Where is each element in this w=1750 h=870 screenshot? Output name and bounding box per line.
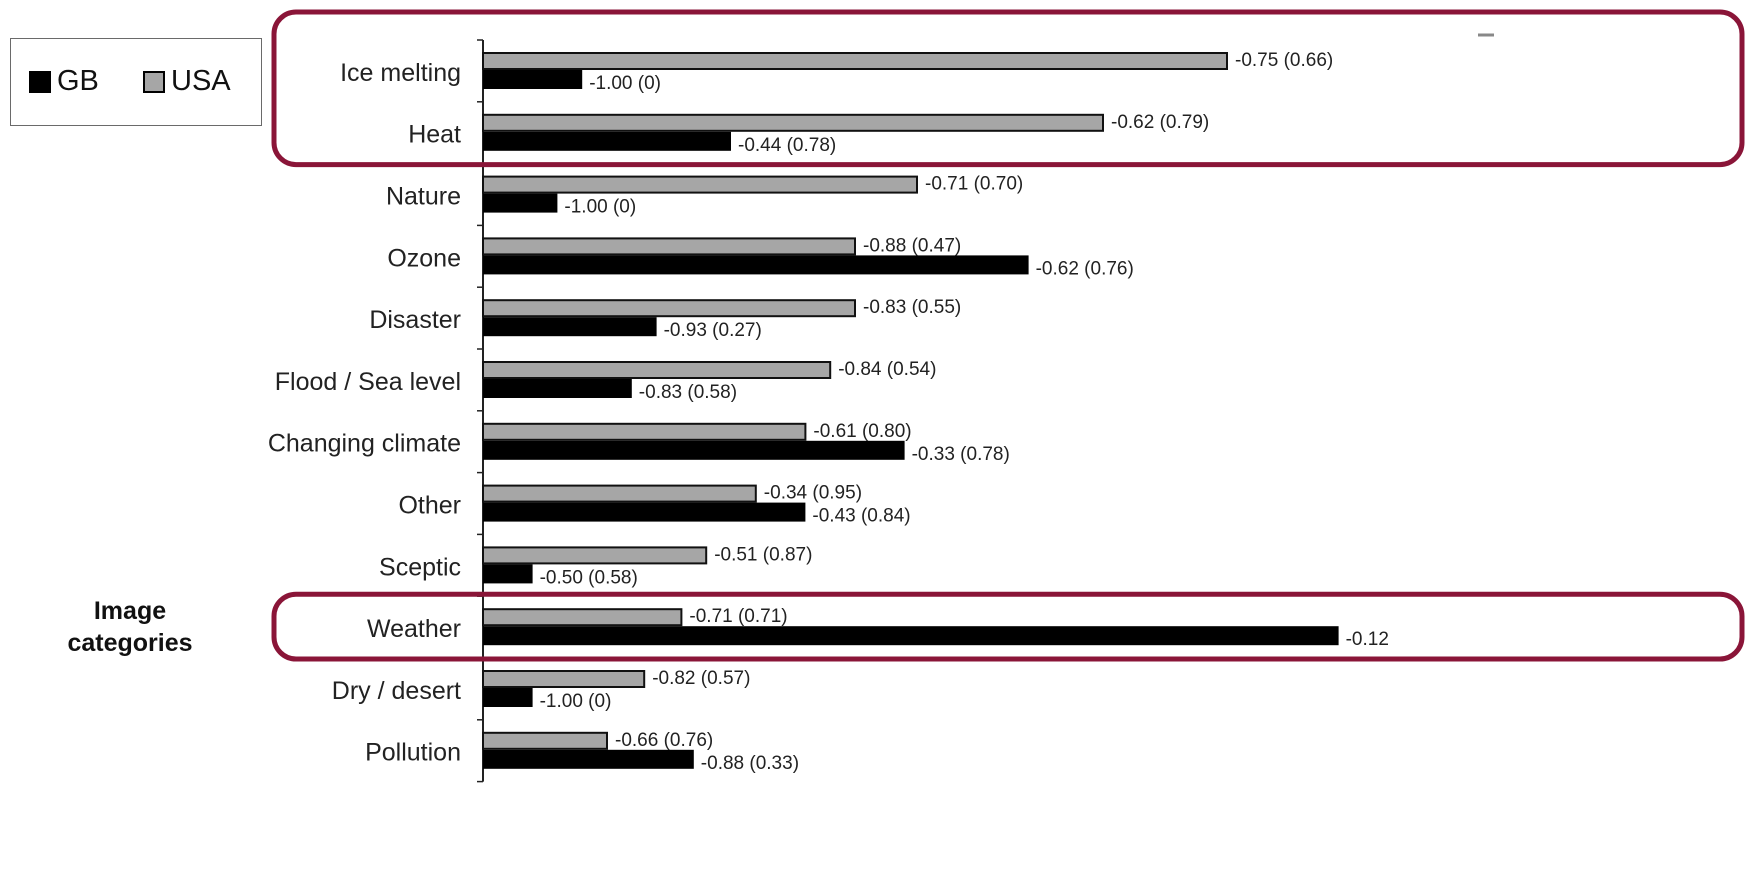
category-label-weather: Weather [367, 615, 461, 643]
data-label-usa-pollution: -0.66 (0.76) [615, 730, 713, 751]
bar-gb-ice-melting [483, 70, 583, 89]
category-label-dry-desert: Dry / desert [332, 677, 461, 705]
bar-gb-ozone [483, 255, 1029, 275]
bar-usa-ice-melting [482, 52, 1228, 70]
data-label-gb-changing-climate: -0.33 (0.78) [912, 444, 1010, 465]
category-label-changing-climate: Changing climate [268, 430, 461, 458]
legend-swatch-gb [29, 70, 51, 93]
category-label-ice-melting: Ice melting [340, 59, 461, 87]
bar-gb-flood-sea-level [483, 379, 632, 398]
category-label-other: Other [398, 492, 461, 520]
data-label-usa-nature: -0.71 (0.70) [925, 174, 1023, 195]
data-label-gb-other: -0.43 (0.84) [812, 506, 910, 527]
data-label-gb-flood-sea-level: -0.83 (0.58) [639, 382, 737, 403]
bar-gb-sceptic [483, 564, 533, 584]
data-label-gb-ozone: -0.62 (0.76) [1036, 258, 1134, 279]
data-label-gb-sceptic: -0.50 (0.58) [540, 567, 638, 588]
bar-gb-other [483, 502, 806, 522]
data-label-gb-disaster: -0.93 (0.27) [664, 320, 762, 341]
bar-usa-weather [482, 608, 683, 627]
category-label-flood-sea-level: Flood / Sea level [275, 368, 461, 396]
legend-label-gb: GB [57, 65, 99, 97]
bar-usa-ozone [482, 237, 856, 256]
bar-usa-sceptic [482, 546, 708, 565]
bar-gb-dry-desert [483, 688, 533, 707]
category-label-heat: Heat [408, 121, 461, 149]
bar-usa-changing-climate [482, 422, 807, 441]
data-label-usa-other: -0.34 (0.95) [764, 483, 862, 504]
category-label-disaster: Disaster [369, 306, 461, 334]
bar-gb-pollution [483, 749, 694, 769]
bar-usa-pollution [482, 731, 608, 750]
bar-gb-nature [483, 193, 558, 213]
bar-usa-nature [482, 175, 918, 194]
bar-usa-heat [482, 113, 1104, 132]
legend-item-usa: USA [143, 65, 231, 98]
data-label-gb-pollution: -0.88 (0.33) [701, 753, 799, 774]
data-label-gb-heat: -0.44 (0.78) [738, 135, 836, 156]
data-label-gb-dry-desert: -1.00 (0) [540, 691, 612, 712]
data-label-usa-dry-desert: -0.82 (0.57) [652, 668, 750, 689]
bar-usa-dry-desert [482, 670, 646, 688]
data-label-usa-changing-climate: -0.61 (0.80) [813, 421, 911, 442]
legend-item-gb: GB [29, 65, 99, 98]
legend: GB USA [10, 38, 262, 126]
data-label-gb-ice-melting: -1.00 (0) [589, 73, 661, 94]
data-label-gb-weather: -0.12 [1346, 629, 1389, 650]
bar-usa-disaster [482, 299, 856, 318]
data-label-usa-flood-sea-level: -0.84 (0.54) [838, 359, 936, 380]
data-label-usa-disaster: -0.83 (0.55) [863, 297, 961, 318]
data-label-usa-sceptic: -0.51 (0.87) [714, 544, 812, 565]
legend-label-usa: USA [171, 65, 231, 97]
data-label-usa-ozone: -0.88 (0.47) [863, 235, 961, 256]
bar-gb-changing-climate [483, 440, 905, 460]
data-label-usa-weather: -0.71 (0.71) [689, 606, 787, 627]
category-label-sceptic: Sceptic [379, 553, 461, 581]
category-label-nature: Nature [386, 183, 461, 211]
legend-swatch-usa [143, 70, 165, 93]
bar-usa-other [482, 484, 757, 503]
y-axis-title: Image categories [67, 597, 193, 657]
bar-usa-flood-sea-level [482, 361, 832, 379]
bar-gb-heat [483, 131, 731, 151]
data-label-usa-ice-melting: -0.75 (0.66) [1235, 50, 1333, 71]
data-label-usa-heat: -0.62 (0.79) [1111, 112, 1209, 133]
category-label-pollution: Pollution [365, 739, 461, 767]
highlight-box-1 [271, 9, 1745, 168]
category-label-ozone: Ozone [387, 244, 461, 272]
highlight-box-2 [271, 591, 1745, 662]
data-label-gb-nature: -1.00 (0) [564, 197, 636, 218]
bar-gb-disaster [483, 317, 657, 337]
bar-gb-weather [483, 626, 1339, 646]
